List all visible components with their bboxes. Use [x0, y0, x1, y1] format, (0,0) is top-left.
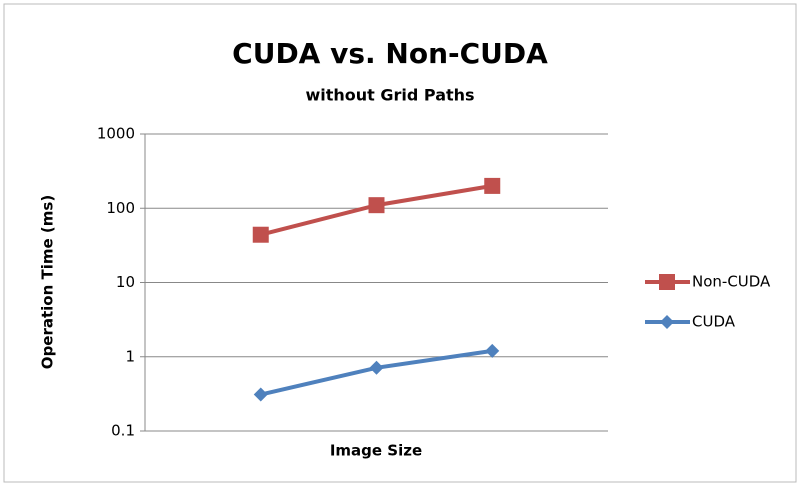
chart-border [3, 3, 797, 483]
y-tick-label: 10 [116, 273, 135, 291]
y-tick-label: 1 [125, 347, 135, 365]
y-tick-label: 1000 [97, 125, 135, 143]
chart-subtitle: without Grid Paths [305, 86, 474, 105]
chart-title: CUDA vs. Non-CUDA [232, 37, 548, 70]
marker [369, 360, 384, 375]
x-axis-title: Image Size [330, 442, 422, 460]
marker [659, 274, 675, 290]
marker [368, 197, 385, 214]
y-tick-label: 0.1 [111, 422, 135, 440]
marker [484, 177, 501, 194]
marker [660, 315, 674, 329]
legend-label: Non-CUDA [692, 273, 771, 291]
y-tick-label: 100 [106, 199, 135, 217]
y-axis-title: Operation Time (ms) [39, 195, 57, 369]
marker [485, 343, 500, 358]
legend-label: CUDA [692, 313, 736, 331]
marker [252, 226, 269, 243]
marker [253, 387, 268, 402]
